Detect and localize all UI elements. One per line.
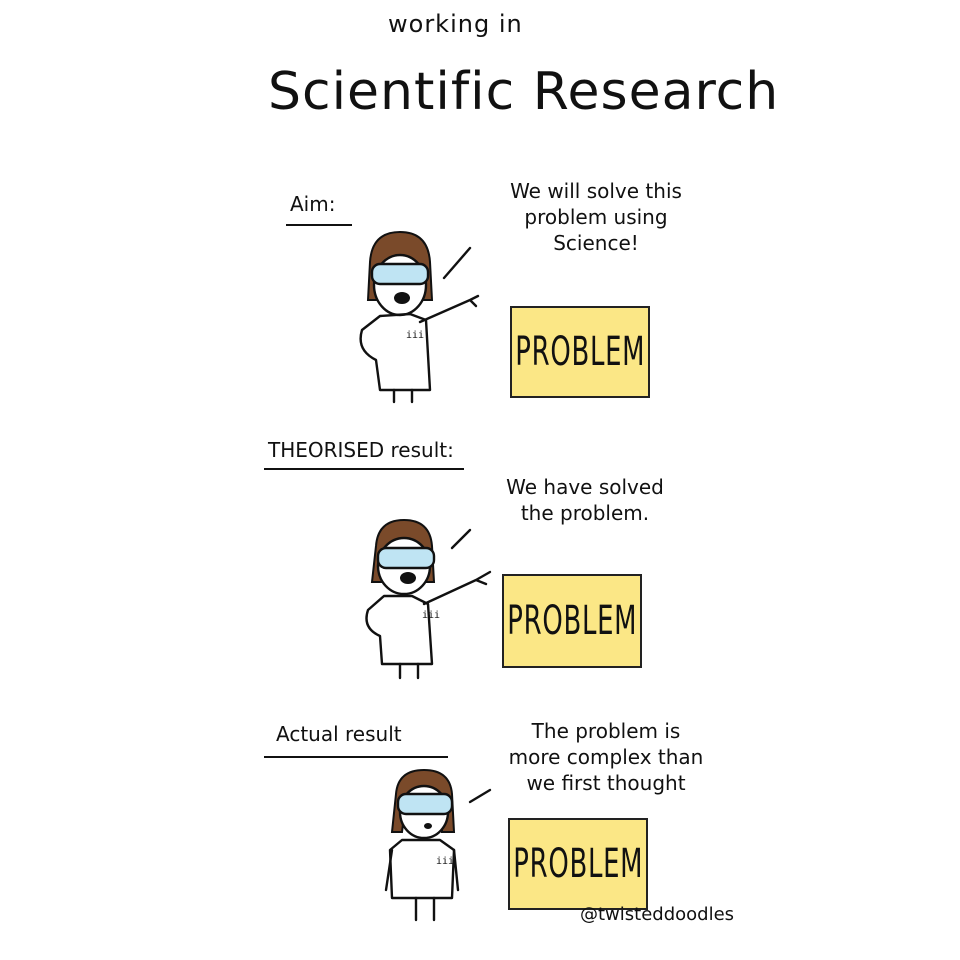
speech-line: Science! [553,231,639,255]
svg-text:iii: iii [406,330,424,341]
problem-box-label: PROBLEM [513,841,644,887]
panel-3-label: Actual result [276,722,402,746]
problem-box: PROBLEM [510,306,650,398]
panel-1-speech: We will solve this problem using Science… [476,178,716,256]
problem-box-label: PROBLEM [507,598,638,644]
svg-text:iii: iii [422,610,440,621]
panel-1-label: Aim: [290,192,336,216]
title-line-2: Scientific Research [268,62,780,122]
panel-1-label-underline [286,224,352,226]
speech-line: problem using [524,205,668,229]
panel-2-label: THEORISED result: [268,438,454,462]
title-line-1: working in [388,10,523,38]
speech-tick [450,528,472,550]
problem-box-label: PROBLEM [515,329,646,375]
scientist-3: iii [384,768,460,922]
speech-tick [442,246,472,280]
panel-3-speech: The problem is more complex than we firs… [486,718,726,796]
speech-line: we first thought [526,771,686,795]
speech-line: We will solve this [510,179,682,203]
speech-line: The problem is [531,719,681,743]
problem-box: PROBLEM [508,818,648,910]
artist-credit: @twisteddoodles [580,904,735,925]
speech-line: the problem. [520,501,650,525]
panel-2-label-underline [264,468,464,470]
scientist-1: iii [359,230,480,404]
panel-3-label-underline [264,756,448,758]
scientist-2: iii [365,518,492,680]
speech-line: more complex than [508,745,704,769]
panel-2-speech: We have solved the problem. [470,474,700,526]
svg-text:iii: iii [436,856,454,867]
problem-box: PROBLEM [502,574,642,668]
speech-line: We have solved [506,475,664,499]
